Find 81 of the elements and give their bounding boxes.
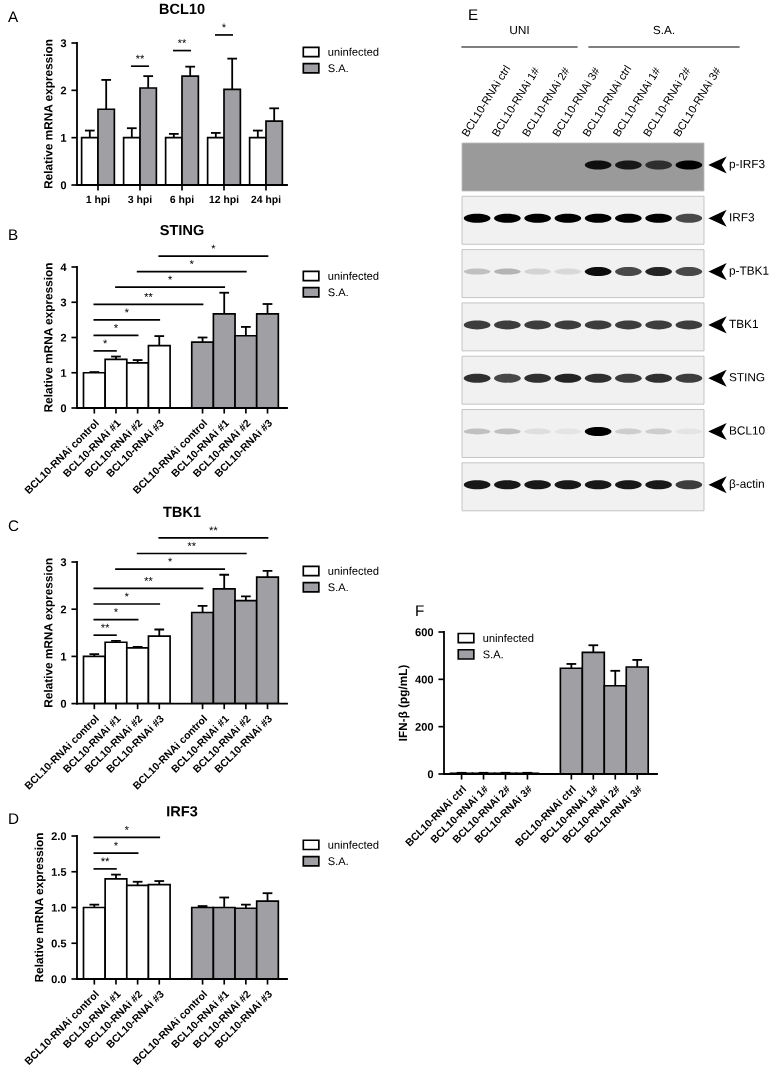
y-tick-label: 1.5 [51,868,67,876]
annotation: * [103,339,108,344]
annotation: * [113,324,118,328]
y-tick-label: 3 [60,39,67,48]
legend-label: uninfected [328,47,379,56]
legend-label: uninfected [328,566,379,575]
legend-label: S.A. [483,650,503,659]
chart-title: BCL10 [159,3,205,15]
y-tick-label: 2 [60,86,67,95]
text: S.A. [653,25,675,35]
text: UNI [510,25,529,35]
text: IRF3 [730,213,755,222]
text: TBK1 [729,319,758,328]
y-tick-label: 1 [61,134,67,142]
text: A [8,11,19,22]
legend-label: uninfected [328,840,379,849]
annotation: ** [101,623,110,628]
annotation: ** [144,293,153,297]
y-tick-label: 2 [60,333,67,342]
text: * [168,557,173,562]
y-tick-label: 3 [60,558,67,567]
y-tick-label: 0 [60,404,67,413]
y-tick-label: 1 [61,369,67,377]
y-tick-label: 2 [60,605,67,614]
annotation: ** [144,577,153,581]
y-tick-label: 2.0 [51,832,67,841]
x-tick-label: 3 hpi [128,195,152,206]
text: * [211,244,216,249]
annotation: * [124,308,129,313]
text: * [124,826,129,830]
text: ** [209,526,218,531]
legend-label: S.A. [328,583,348,592]
text: * [189,260,194,265]
y-tick-label: 600 [415,628,434,637]
text: C [8,520,19,532]
annotation: * [168,275,173,280]
text: p-TBK1 [729,266,769,278]
y-axis-title: Relative mRNA expression [34,833,46,982]
chart-title: IRF3 [167,806,198,817]
text: ** [187,542,196,547]
y-tick-label: 1.0 [51,903,67,912]
y-axis-title: Relative mRNA expression [43,558,55,707]
x-tick-label: 24 hpi [251,195,281,206]
x-tick-label: 12 hpi [209,195,239,206]
y-tick-label: 0.0 [51,975,67,984]
text: E [469,9,478,20]
legend-label: S.A. [328,857,348,866]
y-tick-label: 200 [415,722,434,731]
y-axis-title: IFN-β (pg/mL) [398,665,410,741]
annotation: * [124,592,129,597]
text: D [9,813,19,824]
text: BCL10 [729,426,765,435]
legend-label: S.A. [328,288,348,297]
chart-title: TBK1 [163,506,201,517]
text: p-IRF3 [729,159,765,171]
y-tick-label: 0 [60,181,67,190]
x-tick-label: 1 hpi [86,195,110,206]
y-tick-label: 0.5 [51,939,67,948]
annotation: ** [177,39,187,44]
y-tick-label: 3 [60,298,67,307]
y-tick-label: 400 [415,675,434,684]
legend-label: uninfected [483,633,534,643]
text: F [416,605,424,616]
y-axis-title: Relative mRNA expression [43,39,55,189]
text: B [9,229,18,240]
y-axis-title: Relative mRNA expression [43,263,55,412]
text: β-actin [729,479,764,491]
y-tick-label: 1 [61,652,67,661]
chart-title: STING [160,224,204,236]
annotation: * [113,841,118,846]
y-tick-label: 0 [427,770,434,779]
annotation: ** [101,857,110,862]
legend-label: S.A. [328,64,348,73]
annotation: ** [135,54,145,59]
legend-label: uninfected [328,271,379,280]
text: * [222,23,226,28]
annotation: * [113,608,118,613]
y-tick-label: 4 [60,263,67,272]
y-tick-label: 0 [60,699,67,708]
text: STING [729,373,765,382]
x-tick-label: 6 hpi [170,195,194,206]
